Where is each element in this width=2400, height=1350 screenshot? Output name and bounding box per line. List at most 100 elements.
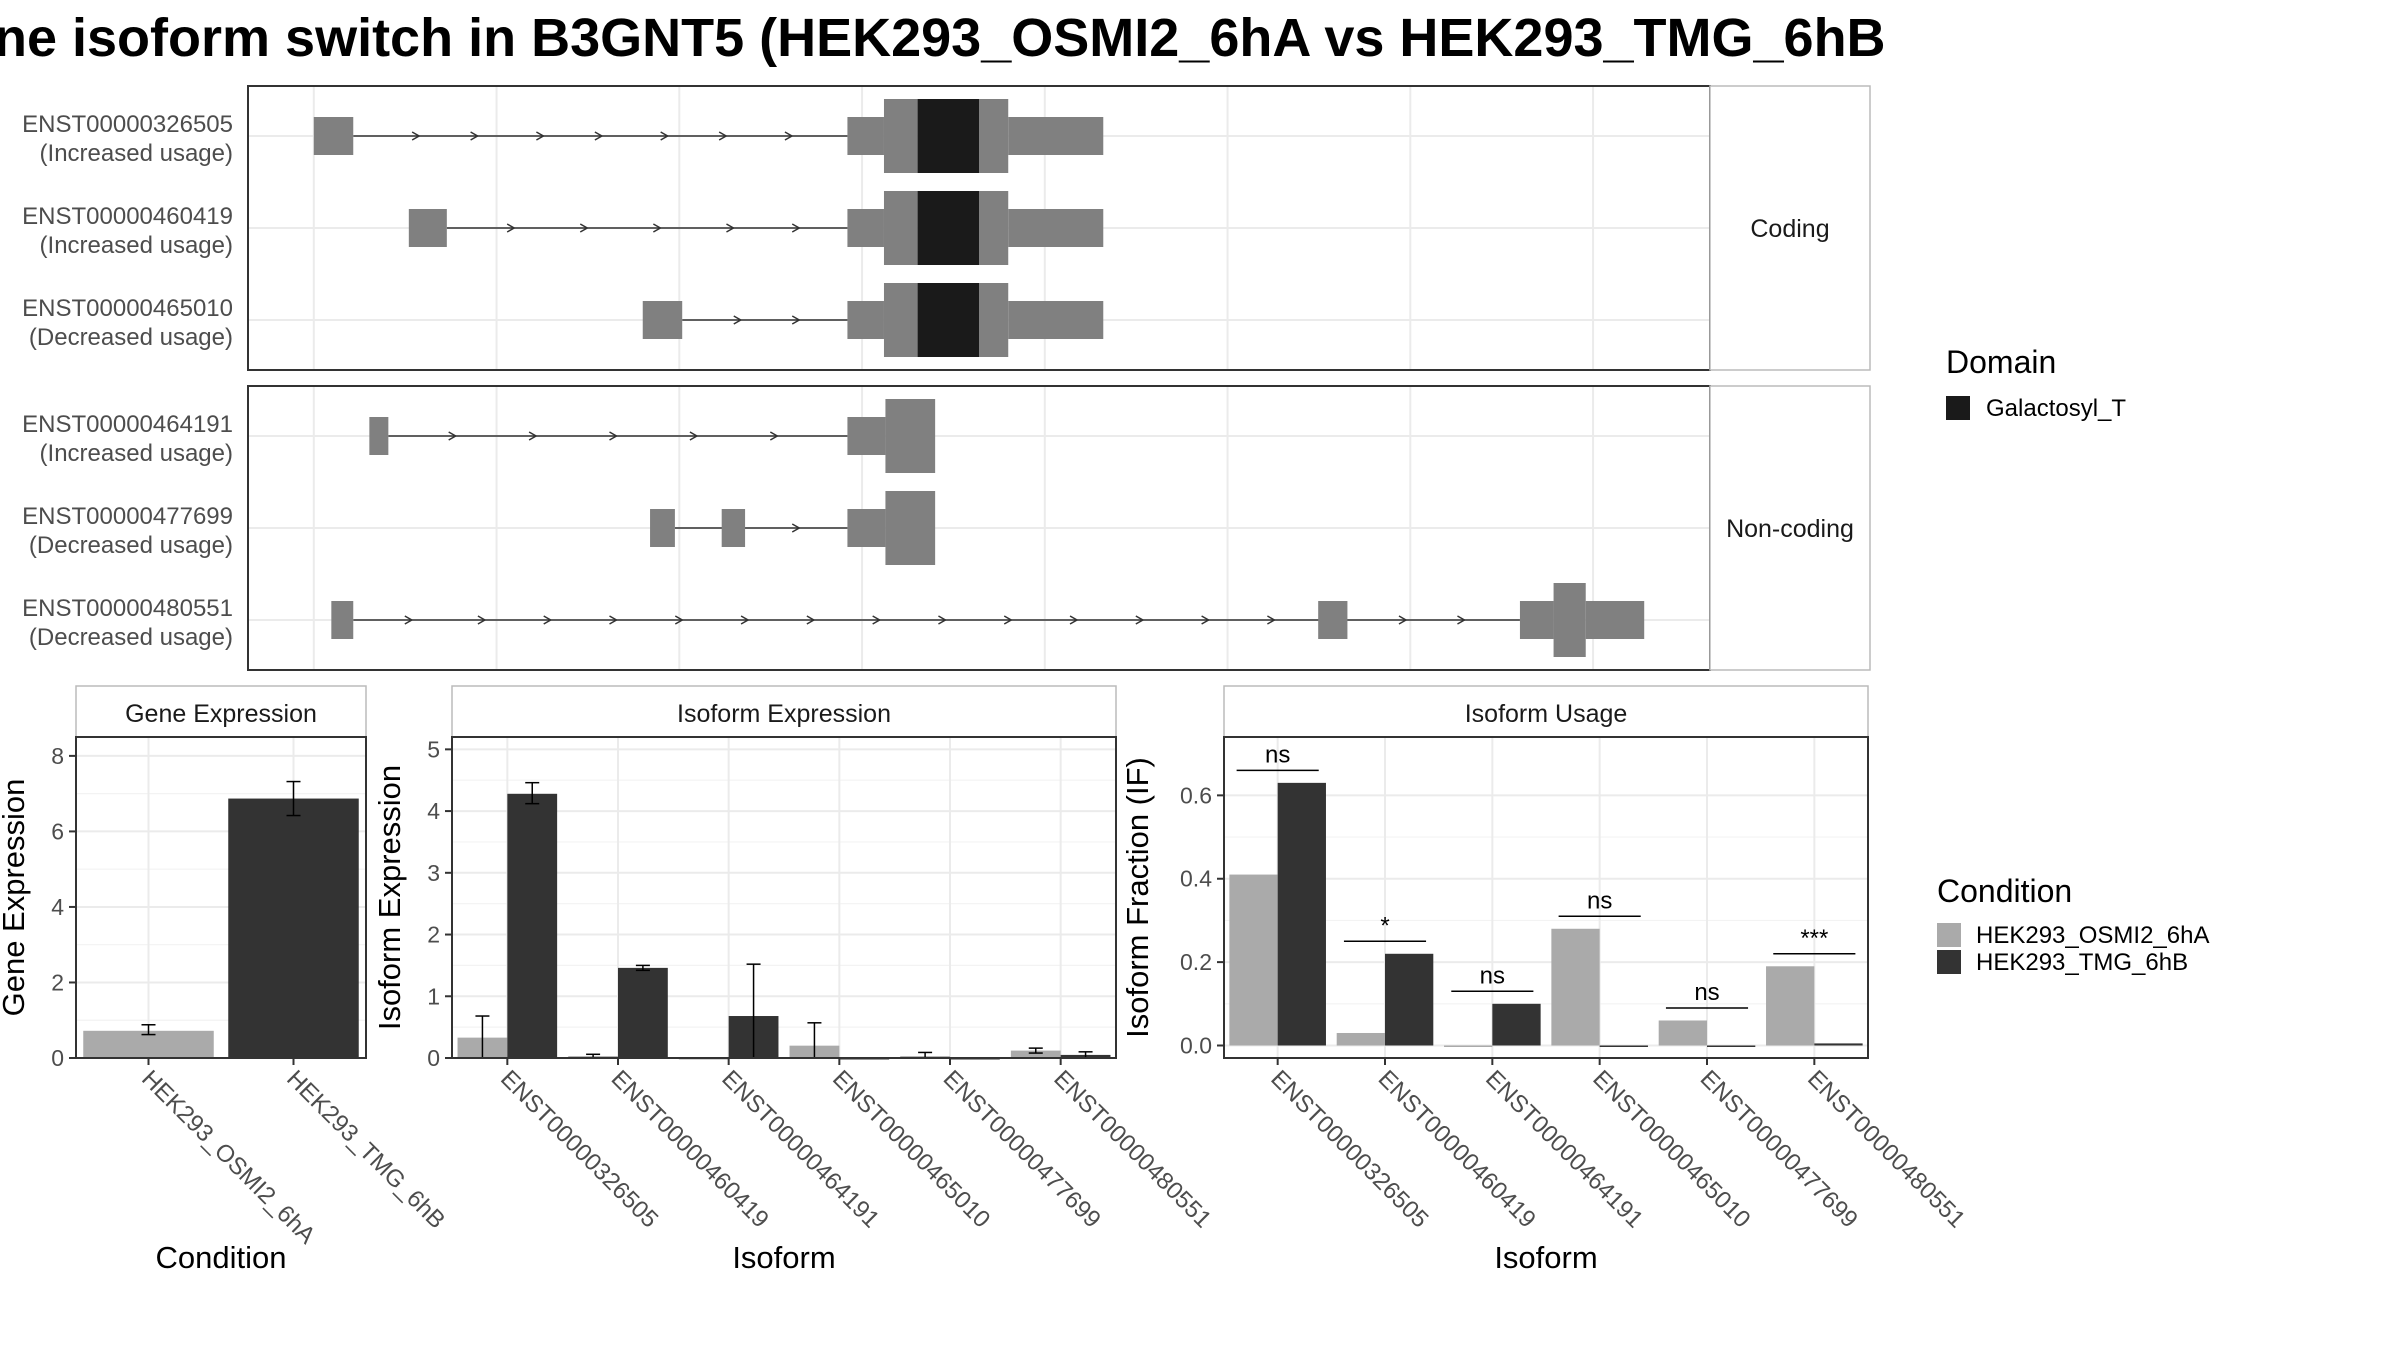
x-axis-title: Isoform	[732, 1240, 835, 1275]
significance-label: *	[1380, 912, 1389, 939]
transcript-id-label: ENST00000460419	[22, 203, 233, 230]
exon-block	[847, 209, 884, 247]
strand-arrow	[718, 131, 728, 141]
strand-arrow	[1201, 615, 1211, 625]
transcript-id-label: ENST00000326505	[22, 111, 233, 138]
strand-arrow	[791, 523, 801, 533]
strand-arrow	[938, 615, 947, 625]
exon-block	[847, 117, 884, 155]
facet-strip-label: Coding	[1750, 215, 1829, 243]
strand-arrow	[411, 131, 421, 141]
exon-block	[883, 99, 918, 173]
transcript-track-ENST00000326505: ENST00000326505(Increased usage)	[22, 99, 1104, 173]
figure-title: ne isoform switch in B3GNT5 (HEK293_OSMI…	[0, 8, 1886, 68]
y-axis-title: Isoform Fraction (IF)	[1120, 757, 1155, 1038]
strand-arrow	[689, 431, 699, 441]
bar	[1658, 1020, 1707, 1046]
strand-arrow	[470, 131, 480, 141]
bar	[1229, 874, 1278, 1046]
exon-block	[883, 191, 918, 265]
strand-arrow	[652, 223, 662, 233]
exon-block	[1553, 583, 1586, 657]
chart-strip	[1223, 685, 1869, 738]
y-tick-label: 0.0	[1180, 1032, 1212, 1058]
legends: Domain Galactosyl_T Condition HEK293_OSMI2_…	[1937, 344, 2209, 976]
bar	[1444, 1045, 1493, 1047]
bar	[1551, 928, 1600, 1046]
y-tick-label: 5	[427, 736, 440, 762]
bar	[507, 793, 558, 1058]
y-tick-label: 8	[51, 743, 64, 769]
chart-strip	[75, 685, 367, 738]
transcript-id-label: ENST00000480551	[22, 595, 233, 622]
y-tick-label: 0	[51, 1045, 64, 1071]
bar-charts: Gene Expression02468HEK293_OSMI2_6hAHEK2…	[0, 685, 1970, 1275]
transcript-track-ENST00000460419: ENST00000460419(Increased usage)	[22, 191, 1104, 265]
bar	[1492, 1003, 1541, 1046]
y-tick-label: 0.4	[1180, 866, 1212, 892]
bar	[1814, 1043, 1863, 1046]
exon-block	[883, 283, 918, 357]
transcript-track-ENST00000477699: ENST00000477699(Decreased usage)	[22, 491, 936, 565]
plot-border	[75, 736, 367, 1059]
bar	[1707, 1045, 1756, 1047]
transcript-track-ENST00000464191: ENST00000464191(Increased usage)	[22, 399, 936, 473]
strand-arrow	[1135, 615, 1145, 625]
strand-arrow	[769, 431, 779, 441]
y-tick-label: 2	[51, 969, 64, 995]
y-tick-label: 2	[427, 922, 440, 948]
strand-arrow	[528, 431, 538, 441]
chart-title: Isoform Expression	[677, 700, 891, 728]
y-tick-label: 4	[51, 894, 64, 920]
y-tick-label: 6	[51, 818, 64, 844]
transcript-usage-label: (Decreased usage)	[29, 324, 233, 351]
significance-label: ns	[1694, 979, 1719, 1006]
strand-arrow	[404, 615, 414, 625]
strand-arrow	[726, 223, 735, 233]
bar	[1385, 953, 1434, 1046]
bar	[1766, 966, 1815, 1046]
domain-block	[917, 99, 979, 173]
exon-block	[1008, 209, 1104, 247]
strand-arrow	[609, 431, 619, 441]
y-tick-label: 0.6	[1180, 782, 1212, 808]
transcript-panel-2: Non-coding ENST00000464191(Increased usag…	[22, 385, 1871, 671]
strand-arrow	[506, 223, 516, 233]
x-tick-label: HEK293_TMG_6hB	[281, 1065, 450, 1234]
strand-arrow	[1457, 615, 1466, 625]
y-tick-label: 3	[427, 860, 440, 886]
bar	[228, 798, 359, 1058]
chart-strip	[451, 685, 1117, 738]
facet-strip-label: Non-coding	[1726, 515, 1854, 543]
exon-block	[1008, 301, 1104, 339]
transcript-usage-label: (Increased usage)	[40, 232, 233, 259]
bar	[1010, 1050, 1061, 1058]
y-axis-title: Isoform Expression	[372, 765, 407, 1030]
strand-arrow	[579, 223, 589, 233]
strand-arrow	[536, 131, 545, 141]
facet-strip	[1709, 385, 1871, 671]
x-axis-title: Condition	[156, 1240, 287, 1275]
strand-arrow	[543, 615, 553, 625]
strand-arrow	[791, 223, 801, 233]
significance-label: ***	[1800, 925, 1828, 952]
plot-border	[1223, 736, 1869, 1059]
strand-arrow	[660, 131, 670, 141]
transcript-usage-label: (Decreased usage)	[29, 532, 233, 559]
exon-block	[331, 601, 354, 639]
transcript-track-ENST00000465010: ENST00000465010(Decreased usage)	[22, 283, 1104, 357]
y-axis-title: Gene Expression	[0, 779, 31, 1017]
plot-border	[451, 736, 1117, 1059]
exon-block	[847, 417, 886, 455]
chart-title: Isoform Usage	[1465, 700, 1628, 728]
y-tick-label: 0.2	[1180, 949, 1212, 975]
legend-swatch	[1937, 950, 1961, 974]
legend-swatch	[1937, 923, 1961, 947]
exon-block	[408, 209, 447, 247]
exon-block	[885, 399, 936, 473]
exon-block	[979, 283, 1009, 357]
bar	[83, 1030, 214, 1058]
exon-block	[847, 301, 884, 339]
significance-label: ns	[1587, 887, 1612, 914]
